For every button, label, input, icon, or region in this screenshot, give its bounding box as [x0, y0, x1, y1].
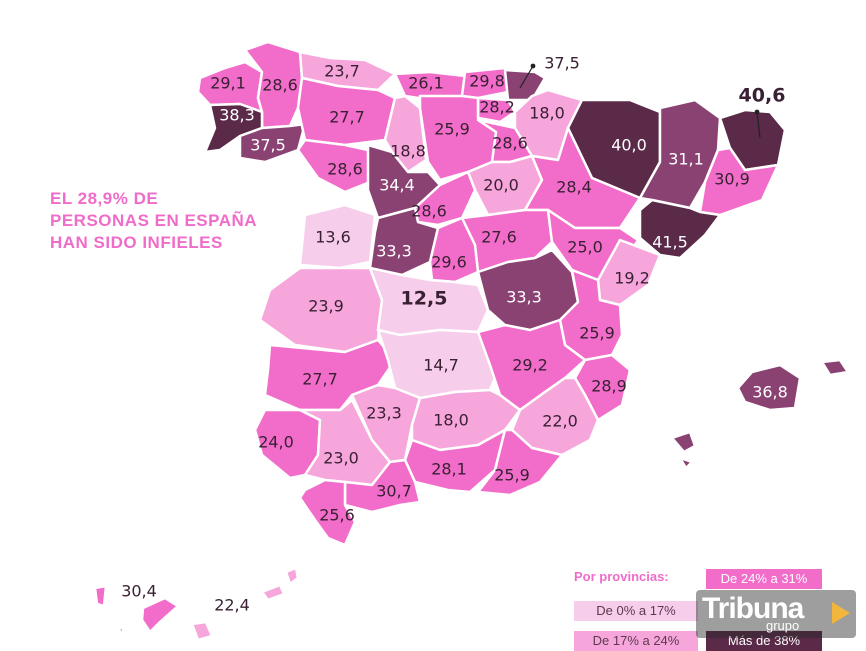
value-label-jaen: 18,0 — [433, 411, 469, 430]
value-label-huelva: 24,0 — [258, 433, 294, 452]
value-label-lugo: 28,6 — [262, 76, 298, 95]
value-label-almeria: 25,9 — [494, 466, 530, 485]
headline-line-1: EL 28,9% DE — [50, 189, 159, 208]
region-palencia — [383, 94, 428, 174]
region-malaga — [343, 458, 422, 514]
headline: EL 28,9% DE PERSONAS EN ESPAÑA HAN SIDO … — [50, 188, 310, 254]
value-label-malaga: 30,7 — [376, 482, 412, 501]
value-label-lleida: 31,1 — [668, 150, 704, 169]
value-label-ciudad-real: 14,7 — [423, 356, 459, 375]
region-toledo — [368, 266, 490, 337]
value-label-tarragona: 41,5 — [652, 233, 688, 252]
value-label-alicante: 28,9 — [591, 377, 627, 396]
value-label-burgos: 25,9 — [434, 120, 470, 139]
headline-line-2: PERSONAS EN ESPAÑA — [50, 211, 258, 230]
value-label-zamora: 28,6 — [327, 160, 363, 179]
value-label-huesca: 40,0 — [611, 136, 647, 155]
logo-wordmark: Tribuna — [702, 592, 804, 625]
value-label-segovia: 28,6 — [411, 202, 447, 221]
legend-chip-0-17: De 0% a 17% — [574, 601, 698, 621]
headline-line-3: HAN SIDO INFIELES — [50, 233, 223, 252]
value-label-barcelona: 30,9 — [714, 170, 750, 189]
value-label-araba: 28,2 — [479, 98, 515, 117]
value-label-madrid: 29,6 — [431, 253, 467, 272]
region-madrid — [428, 216, 480, 284]
value-label-salamanca: 13,6 — [315, 228, 351, 247]
region-baleares — [670, 358, 850, 470]
value-label-valencia: 25,9 — [579, 324, 615, 343]
region-tarragona — [638, 198, 722, 260]
value-label-cuenca: 33,3 — [506, 288, 542, 307]
value-label-murcia: 22,0 — [542, 412, 578, 431]
region-lleida — [638, 98, 722, 210]
value-label-ourense: 37,5 — [250, 136, 286, 155]
region-almeria — [476, 428, 564, 497]
value-label-pontevedra: 38,3 — [219, 106, 255, 125]
value-label-palencia: 18,8 — [390, 142, 426, 161]
region-santa-cruz-de-tenerife — [93, 584, 180, 636]
legend-chip-17-24: De 17% a 24% — [574, 631, 698, 651]
value-label-girona: 40,6 — [739, 85, 786, 107]
region-bizkaia — [460, 66, 510, 100]
value-label-badajoz: 27,7 — [302, 370, 338, 389]
callout-lines — [519, 63, 761, 139]
value-label-a-coruna: 29,1 — [210, 74, 246, 93]
value-label-caceres: 23,9 — [308, 297, 344, 316]
value-label-toledo: 12,5 — [401, 288, 448, 310]
value-label-avila: 33,3 — [376, 242, 412, 261]
region-las-palmas — [190, 566, 300, 642]
logo-subtitle: grupo — [766, 618, 800, 633]
value-label-navarra: 18,0 — [529, 104, 565, 123]
value-label-granada: 28,1 — [431, 460, 467, 479]
value-label-leon: 27,7 — [329, 108, 365, 127]
value-label-guadalajara: 27,6 — [481, 228, 517, 247]
value-label-castellon: 19,2 — [614, 269, 650, 288]
value-label-baleares: 36,8 — [752, 383, 788, 402]
tribuna-logo: Tribuna grupo — [696, 590, 856, 638]
value-label-teruel: 25,0 — [567, 238, 603, 257]
value-label-bizkaia: 29,8 — [469, 72, 505, 91]
region-albacete — [476, 318, 587, 412]
value-label-sevilla: 23,0 — [323, 449, 359, 468]
play-icon — [832, 602, 850, 624]
value-label-soria: 20,0 — [483, 176, 519, 195]
region-ourense — [238, 122, 307, 164]
value-label-cantabria: 26,1 — [408, 74, 444, 93]
value-label-albacete: 29,2 — [512, 356, 548, 375]
region-cadiz — [298, 478, 357, 547]
value-label-cordoba: 23,3 — [366, 404, 402, 423]
legend-title: Por provincias: — [574, 569, 669, 584]
value-label-zaragoza: 28,4 — [556, 178, 592, 197]
legend-chip-24-31: De 24% a 31% — [706, 569, 822, 589]
value-label-asturias: 23,7 — [324, 62, 360, 81]
legend-chip-38-plus: Más de 38% — [706, 631, 822, 651]
value-label-cadiz: 25,6 — [319, 506, 355, 525]
value-label-las-palmas: 22,4 — [214, 596, 250, 615]
value-label-la-rioja: 28,6 — [492, 134, 528, 153]
region-zamora — [296, 138, 372, 194]
value-label-gipuzkoa: 37,5 — [544, 54, 580, 73]
value-label-santa-cruz-de-tenerife: 30,4 — [121, 582, 157, 601]
value-label-valladolid: 34,4 — [379, 176, 415, 195]
